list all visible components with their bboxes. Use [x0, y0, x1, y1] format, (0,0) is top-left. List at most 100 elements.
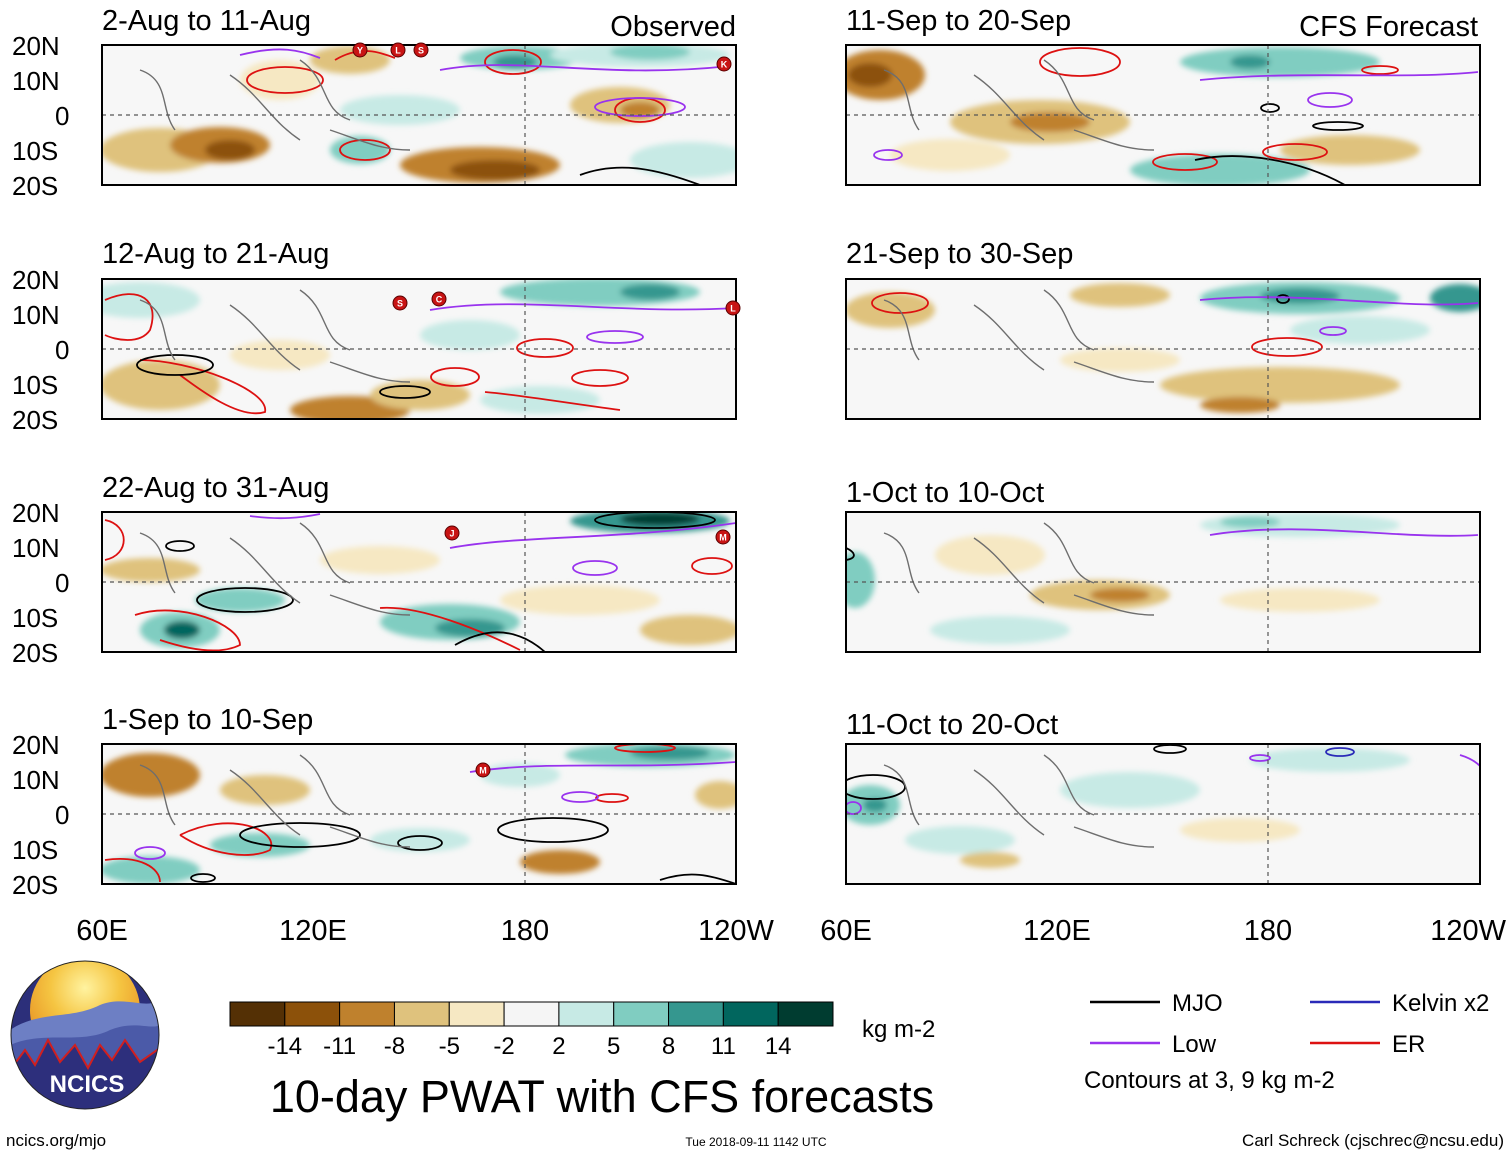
- site-link[interactable]: ncics.org/mjo: [6, 1131, 106, 1150]
- colorbar-swatch: [339, 1001, 395, 1027]
- storm-letter: C: [436, 295, 443, 305]
- panel-title: 12-Aug to 21-Aug: [102, 238, 329, 270]
- lat-tick-label: 20N: [12, 498, 60, 528]
- colorbar-tick-label: 2: [552, 1033, 565, 1060]
- colorbar-tick-label: -11: [323, 1033, 356, 1060]
- lon-tick-label: 120E: [279, 915, 347, 947]
- storm-letter: S: [397, 299, 403, 309]
- logo-text: NCICS: [50, 1071, 125, 1098]
- lat-tick-label: 10S: [12, 370, 58, 400]
- observed-header: Observed: [610, 11, 736, 43]
- storm-letter: M: [479, 766, 487, 776]
- lat-tick-label: 20S: [12, 638, 58, 668]
- author-credit: Carl Schreck (cjschrec@ncsu.edu): [1242, 1131, 1504, 1150]
- panel-title: 1-Sep to 10-Sep: [102, 704, 313, 736]
- figure-title: 10-day PWAT with CFS forecasts: [270, 1071, 934, 1122]
- storm-marker: Y: [352, 42, 368, 58]
- legend-low-label: Low: [1172, 1031, 1217, 1058]
- storm-marker: S: [392, 295, 408, 311]
- colorbar-swatch: [668, 1001, 724, 1027]
- lat-tick-label: 10N: [12, 300, 60, 330]
- lat-tick-label: 10N: [12, 66, 60, 96]
- colorbar-tick-label: 14: [765, 1033, 792, 1060]
- panel-title: 21-Sep to 30-Sep: [846, 238, 1073, 270]
- lat-tick-label: 0: [55, 568, 69, 598]
- legend-mjo-label: MJO: [1172, 990, 1223, 1017]
- colorbar-swatch: [229, 1001, 286, 1027]
- lon-tick-label: 120E: [1023, 915, 1091, 947]
- units-label: kg m-2: [862, 1016, 935, 1043]
- colorbar-tick-label: 11: [711, 1033, 736, 1060]
- colorbar-tick-label: 5: [607, 1033, 620, 1060]
- colorbar-swatch: [393, 1001, 450, 1027]
- map-panel: [845, 278, 1481, 420]
- lat-tick-label: 10N: [12, 533, 60, 563]
- legend-er-label: ER: [1392, 1031, 1425, 1058]
- lon-tick-label: 60E: [820, 915, 872, 947]
- colorbar-swatch: [284, 1001, 341, 1027]
- storm-letter: L: [730, 304, 736, 314]
- storm-markers: Y L S K S C L J M M: [352, 42, 741, 778]
- storm-marker: C: [431, 291, 447, 307]
- panel-title: 2-Aug to 11-Aug: [102, 5, 311, 37]
- lat-tick-label: 10N: [12, 765, 60, 795]
- panel-title: 11-Oct to 20-Oct: [846, 709, 1058, 741]
- map-panel: [845, 743, 1481, 885]
- lon-tick-label: 60E: [76, 915, 128, 947]
- colorbar-swatch: [558, 1001, 615, 1027]
- lat-tick-label: 20S: [12, 171, 58, 201]
- storm-marker: L: [725, 300, 741, 316]
- lat-tick-label: 20N: [12, 265, 60, 295]
- lon-axis: 60E 120E 180 120W 60E 120E 180 120W: [76, 915, 1506, 947]
- forecast-header: CFS Forecast: [1299, 11, 1478, 43]
- colorbar-tick-label: -2: [493, 1033, 514, 1060]
- storm-letter: S: [418, 46, 424, 56]
- lon-tick-label: 120W: [1430, 915, 1506, 947]
- legend: MJO Kelvin x2 Low ER Contours at 3, 9 kg…: [1084, 990, 1489, 1094]
- storm-marker: S: [413, 42, 429, 58]
- colorbar: -14 -11 -8 -5 -2 2 5 8 11 14: [229, 1001, 834, 1060]
- storm-marker: J: [444, 525, 460, 541]
- lat-axis: 20N 10N 0 10S 20S 20N 10N 0 10S 20S 20N …: [12, 31, 69, 900]
- map-panel: [845, 511, 1481, 653]
- contour-note: Contours at 3, 9 kg m-2: [1084, 1067, 1335, 1094]
- map-panel: [101, 743, 737, 885]
- map-panel: [101, 278, 737, 420]
- storm-marker: M: [715, 529, 731, 545]
- storm-letter: J: [449, 529, 454, 539]
- lat-tick-label: 20N: [12, 31, 60, 61]
- storm-letter: L: [395, 46, 401, 56]
- colorbar-swatch: [722, 1001, 779, 1027]
- map-panel: [845, 44, 1481, 186]
- storm-letter: K: [721, 60, 728, 70]
- lat-tick-label: 10S: [12, 835, 58, 865]
- panel-title: 22-Aug to 31-Aug: [102, 472, 329, 504]
- storm-marker: K: [716, 56, 732, 72]
- lon-tick-label: 180: [1244, 915, 1292, 947]
- map-panel: [101, 44, 737, 186]
- colorbar-tick-label: -8: [384, 1033, 405, 1060]
- storm-letter: Y: [357, 46, 363, 56]
- panel-title: 1-Oct to 10-Oct: [846, 477, 1044, 509]
- lon-tick-label: 180: [501, 915, 549, 947]
- map-panel: [101, 511, 737, 653]
- lat-tick-label: 20N: [12, 730, 60, 760]
- lat-tick-label: 10S: [12, 603, 58, 633]
- storm-letter: M: [719, 533, 727, 543]
- colorbar-swatch: [503, 1001, 560, 1027]
- timestamp: Tue 2018-09-11 1142 UTC: [685, 1135, 827, 1149]
- lat-tick-label: 0: [55, 800, 69, 830]
- storm-marker: L: [390, 42, 406, 58]
- panel-title: 11-Sep to 20-Sep: [846, 5, 1071, 37]
- lat-tick-label: 10S: [12, 136, 58, 166]
- storm-marker: M: [475, 762, 491, 778]
- ncics-logo: NCICS: [10, 960, 160, 1110]
- colorbar-swatch: [613, 1001, 670, 1027]
- lat-tick-label: 20S: [12, 870, 58, 900]
- colorbar-swatch: [448, 1001, 505, 1027]
- colorbar-tick-label: 8: [662, 1033, 675, 1060]
- colorbar-tick-label: -14: [267, 1033, 302, 1060]
- colorbar-swatch: [777, 1001, 834, 1027]
- lat-tick-label: 20S: [12, 405, 58, 435]
